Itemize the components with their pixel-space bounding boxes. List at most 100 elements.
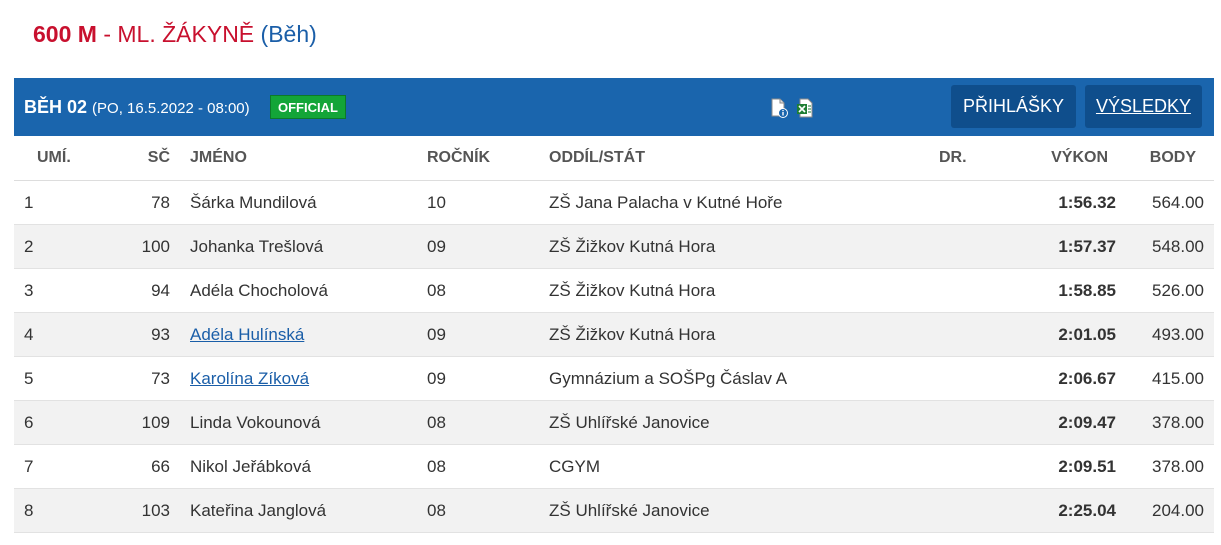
table-row: 5 73 Karolína Zíková 09 Gymnázium a SOŠPg Čá… (14, 356, 1214, 401)
club-cell: ZŠ Jana Palacha v Kutné Hoře (549, 180, 939, 225)
year-cell: 08 (427, 444, 549, 489)
bib-cell: 93 (124, 312, 190, 357)
col-dr: DR. (939, 136, 999, 181)
heat-date: (PO, 16.5.2022 - 08:00) (92, 100, 250, 117)
club-cell: CGYM (549, 444, 939, 489)
club-cell: ZŠ Žižkov Kutná Hora (549, 312, 939, 357)
dr-cell (939, 488, 999, 533)
table-header-row: UMÍ. SČ JMÉNO ROČNÍK ODDÍL/STÁT DR. VÝKO… (14, 136, 1214, 181)
performance-cell: 2:09.51 (999, 444, 1137, 489)
club-cell: ZŠ Žižkov Kutná Hora (549, 224, 939, 269)
rank-cell: 1 (14, 180, 124, 225)
excel-icon[interactable] (796, 98, 814, 118)
dr-cell (939, 312, 999, 357)
rank-cell: 8 (14, 488, 124, 533)
year-cell: 10 (427, 180, 549, 225)
name-cell: Johanka Trešlová (190, 224, 427, 269)
name-cell: Adéla Chocholová (190, 268, 427, 313)
name-cell: Linda Vokounová (190, 400, 427, 445)
results-button[interactable]: VÝSLEDKY (1085, 85, 1202, 128)
rank-cell: 4 (14, 312, 124, 357)
table-row: 8 103 Kateřina Janglová 08 ZŠ Uhlířské Janov… (14, 488, 1214, 533)
bib-cell: 103 (124, 488, 190, 533)
performance-cell: 2:06.67 (999, 356, 1137, 401)
name-cell: Karolína Zíková (190, 356, 427, 401)
bib-cell: 94 (124, 268, 190, 313)
bib-cell: 66 (124, 444, 190, 489)
bib-cell: 100 (124, 224, 190, 269)
col-year: ROČNÍK (427, 136, 549, 181)
rank-cell: 6 (14, 400, 124, 445)
dr-cell (939, 180, 999, 225)
rank-cell: 5 (14, 356, 124, 401)
bib-cell: 73 (124, 356, 190, 401)
performance-cell: 2:01.05 (999, 312, 1137, 357)
points-cell: 378.00 (1137, 400, 1214, 445)
performance-cell: 2:25.04 (999, 488, 1137, 533)
heat-name: BĚH 02 (24, 97, 88, 117)
table-row: 2 100 Johanka Trešlová 09 ZŠ Žižkov Kutná Ho… (14, 224, 1214, 269)
document-info-icon[interactable] (770, 98, 788, 118)
performance-cell: 1:58.85 (999, 268, 1137, 313)
status-badge: OFFICIAL (270, 95, 346, 119)
name-cell: Kateřina Janglová (190, 488, 427, 533)
dr-cell (939, 444, 999, 489)
event-name: 600 M (33, 21, 97, 47)
rank-cell: 3 (14, 268, 124, 313)
year-cell: 09 (427, 312, 549, 357)
club-cell: Gymnázium a SOŠPg Čáslav A (549, 356, 939, 401)
col-club: ODDÍL/STÁT (549, 136, 939, 181)
table-row: 1 78 Šárka Mundilová 10 ZŠ Jana Palacha v Ku… (14, 180, 1214, 225)
name-cell: Šárka Mundilová (190, 180, 427, 225)
category-name: ML. ŽÁKYNĚ (117, 21, 255, 47)
points-cell: 204.00 (1137, 488, 1214, 533)
col-rank: UMÍ. (14, 136, 124, 181)
dr-cell (939, 268, 999, 313)
table-row: 6 109 Linda Vokounová 08 ZŠ Uhlířské Janovic… (14, 400, 1214, 445)
performance-cell: 2:09.47 (999, 400, 1137, 445)
col-bib: SČ (124, 136, 190, 181)
table-row: 4 93 Adéla Hulínská 09 ZŠ Žižkov Kutná Hora 2… (14, 312, 1214, 357)
registrations-button[interactable]: PŘIHLÁŠKY (951, 85, 1076, 128)
col-name: JMÉNO (190, 136, 427, 181)
performance-cell: 1:56.32 (999, 180, 1137, 225)
points-cell: 415.00 (1137, 356, 1214, 401)
bib-cell: 109 (124, 400, 190, 445)
dr-cell (939, 224, 999, 269)
points-cell: 526.00 (1137, 268, 1214, 313)
bib-cell: 78 (124, 180, 190, 225)
results-table: UMÍ. SČ JMÉNO ROČNÍK ODDÍL/STÁT DR. VÝKO… (14, 136, 1214, 533)
heat-panel: BĚH 02 (PO, 16.5.2022 - 08:00) OFFICIAL (14, 78, 1214, 533)
heat-header: BĚH 02 (PO, 16.5.2022 - 08:00) OFFICIAL (14, 78, 1214, 136)
name-cell: Adéla Hulínská (190, 312, 427, 357)
club-cell: ZŠ Uhlířské Janovice (549, 488, 939, 533)
club-cell: ZŠ Uhlířské Janovice (549, 400, 939, 445)
year-cell: 08 (427, 400, 549, 445)
heat-title: BĚH 02 (PO, 16.5.2022 - 08:00) (24, 96, 250, 120)
performance-cell: 1:57.37 (999, 224, 1137, 269)
dr-cell (939, 400, 999, 445)
table-row: 7 66 Nikol Jeřábková 08 CGYM 2:09.51 378.00 (14, 444, 1214, 489)
points-cell: 493.00 (1137, 312, 1214, 357)
dr-cell (939, 356, 999, 401)
points-cell: 564.00 (1137, 180, 1214, 225)
export-icons (770, 98, 814, 118)
year-cell: 08 (427, 488, 549, 533)
table-row: 3 94 Adéla Chocholová 08 ZŠ Žižkov Kutná Hor… (14, 268, 1214, 313)
rank-cell: 2 (14, 224, 124, 269)
athlete-link[interactable]: Karolína Zíková (190, 368, 310, 388)
club-cell: ZŠ Žižkov Kutná Hora (549, 268, 939, 313)
rank-cell: 7 (14, 444, 124, 489)
heading-separator: - (103, 21, 111, 47)
year-cell: 09 (427, 356, 549, 401)
col-points: BODY (1137, 136, 1214, 181)
year-cell: 08 (427, 268, 549, 313)
year-cell: 09 (427, 224, 549, 269)
discipline-name: (Běh) (260, 21, 317, 47)
athlete-link[interactable]: Adéla Hulínská (190, 324, 305, 344)
points-cell: 378.00 (1137, 444, 1214, 489)
points-cell: 548.00 (1137, 224, 1214, 269)
name-cell: Nikol Jeřábková (190, 444, 427, 489)
page-title: 600 M - ML. ŽÁKYNĚ (Běh) (33, 18, 317, 50)
col-performance: VÝKON (999, 136, 1137, 181)
